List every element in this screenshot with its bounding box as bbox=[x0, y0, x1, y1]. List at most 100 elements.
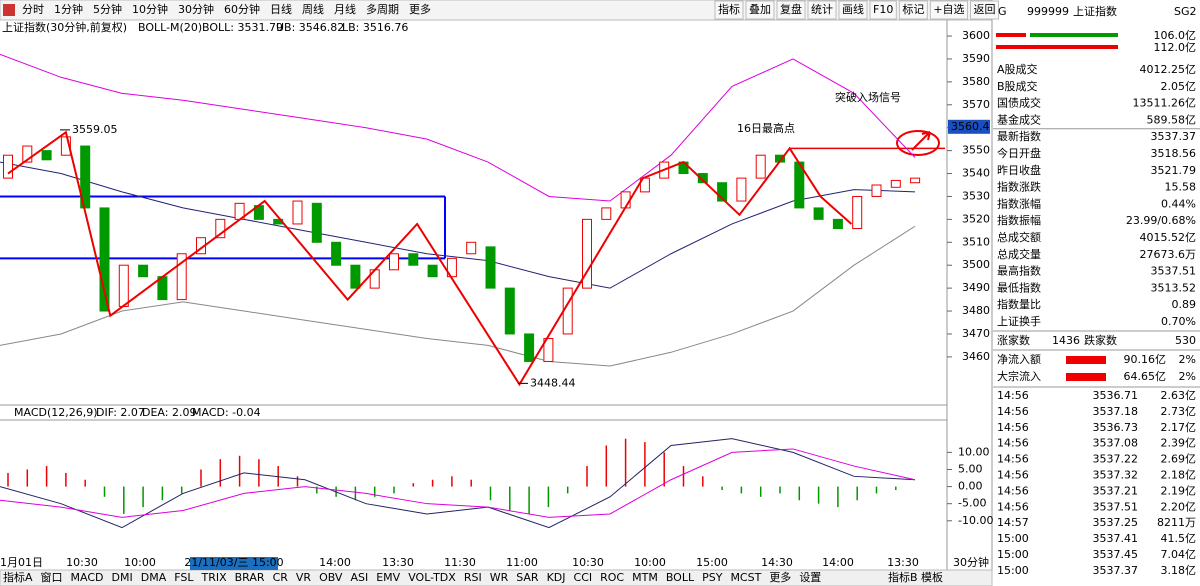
indicator-tab[interactable]: 指标B bbox=[888, 570, 918, 584]
indicator-tab[interactable]: MTM bbox=[632, 571, 658, 584]
macd-y-tick-label: 0.00 bbox=[958, 480, 983, 493]
trade-price: 3536.71 bbox=[1093, 389, 1139, 402]
quote-value: 27673.6万 bbox=[1140, 248, 1197, 261]
tool-button[interactable]: 统计 bbox=[811, 3, 833, 16]
tool-button[interactable]: 复盘 bbox=[780, 2, 802, 16]
ratio-label: 112.0亿 bbox=[1154, 41, 1197, 54]
candle bbox=[562, 287, 573, 335]
macd-y-tick-label: -5.00 bbox=[958, 497, 986, 510]
tool-button[interactable]: 指标 bbox=[718, 2, 740, 16]
candle bbox=[697, 173, 708, 184]
quote-value: 3518.56 bbox=[1151, 147, 1197, 160]
quote-label: 指数振幅 bbox=[997, 213, 1041, 227]
chart-header-ub: UB: 3546.82 bbox=[276, 21, 344, 34]
quote-label: 最高指数 bbox=[997, 264, 1041, 278]
indicator-tab[interactable]: DMA bbox=[141, 571, 167, 584]
period-tab[interactable]: 多周期 bbox=[366, 2, 399, 16]
period-tab[interactable]: 分时 bbox=[22, 3, 44, 16]
tool-button[interactable]: F10 bbox=[873, 3, 893, 16]
ratio-bar bbox=[996, 45, 1118, 49]
candle bbox=[582, 218, 592, 289]
indicator-tab[interactable]: SAR bbox=[516, 571, 539, 584]
indicator-tab[interactable]: ASI bbox=[350, 571, 368, 584]
candle bbox=[408, 253, 419, 266]
time-label: 10:00 bbox=[124, 556, 156, 569]
trade-volume: 2.17亿 bbox=[1161, 421, 1197, 434]
period-tab[interactable]: 30分钟 bbox=[178, 2, 214, 16]
period-tab[interactable]: 周线 bbox=[302, 2, 324, 16]
y-tick-label: 3550 bbox=[962, 144, 990, 157]
candle bbox=[3, 154, 13, 179]
candle bbox=[601, 207, 612, 220]
indicator-tab[interactable]: 更多 bbox=[769, 570, 791, 584]
indicator-tab[interactable]: KDJ bbox=[547, 571, 566, 584]
indicator-tab[interactable]: EMV bbox=[376, 571, 400, 584]
period-tab[interactable]: 日线 bbox=[270, 2, 292, 16]
candle bbox=[176, 253, 187, 301]
trade-price: 3537.37 bbox=[1093, 564, 1139, 577]
y-tick-label: 3500 bbox=[962, 258, 990, 271]
period-tab[interactable]: 更多 bbox=[409, 2, 431, 16]
trade-volume: 2.19亿 bbox=[1161, 484, 1197, 497]
period-tab[interactable]: 月线 bbox=[334, 2, 356, 16]
y-tick-label: 3480 bbox=[962, 304, 990, 317]
cursor-time-box bbox=[190, 557, 278, 570]
candle bbox=[292, 200, 303, 225]
indicator-tab[interactable]: CR bbox=[273, 571, 289, 584]
ratio-label: 106.0亿 bbox=[1154, 29, 1197, 42]
indicator-tab[interactable]: RSI bbox=[464, 571, 482, 584]
quote-label: 昨日收盘 bbox=[997, 163, 1041, 177]
chart-header-indicator: BOLL-M(20) bbox=[138, 21, 202, 34]
indicator-tab[interactable]: CCI bbox=[574, 571, 593, 584]
trade-volume: 2.39亿 bbox=[1161, 437, 1197, 450]
tool-button[interactable]: 标记 bbox=[902, 2, 924, 16]
quote-label: 总成交额 bbox=[997, 230, 1041, 244]
indicator-tab[interactable]: PSY bbox=[702, 571, 723, 584]
indicator-tab[interactable]: TRIX bbox=[200, 571, 227, 584]
indicator-tab[interactable]: WR bbox=[490, 571, 509, 584]
trade-volume: 2.63亿 bbox=[1161, 389, 1197, 402]
trade-price: 3537.45 bbox=[1093, 548, 1139, 561]
candle bbox=[813, 207, 824, 220]
tool-button[interactable]: +自选 bbox=[933, 3, 964, 16]
time-label: 11:30 bbox=[444, 556, 476, 569]
ratio-bar bbox=[996, 33, 1026, 37]
candle bbox=[717, 182, 728, 202]
indicator-tab[interactable]: DMI bbox=[112, 571, 133, 584]
quote-label: 总成交量 bbox=[997, 247, 1041, 261]
period-tab[interactable]: 5分钟 bbox=[93, 2, 122, 16]
tool-button-frame bbox=[776, 0, 806, 20]
indicator-tab[interactable]: VR bbox=[296, 571, 312, 584]
indicator-tab[interactable]: VOL-TDX bbox=[408, 571, 456, 584]
indicator-tab[interactable]: FSL bbox=[174, 571, 194, 584]
tool-button[interactable]: 返回 bbox=[974, 3, 996, 16]
chart-header-lb: LB: 3516.76 bbox=[342, 21, 408, 34]
indicator-tab[interactable]: 指标A bbox=[3, 570, 33, 584]
trade-time: 14:56 bbox=[997, 453, 1029, 466]
tool-button[interactable]: 叠加 bbox=[749, 3, 771, 16]
indicator-tab[interactable]: MCST bbox=[730, 571, 761, 584]
indicator-tab[interactable]: BOLL bbox=[666, 571, 695, 584]
indicator-tab[interactable]: 模板 bbox=[921, 570, 943, 584]
candle bbox=[118, 264, 129, 307]
indicator-tab[interactable]: 设置 bbox=[799, 571, 821, 584]
indicator-tab[interactable]: ROC bbox=[600, 571, 624, 584]
candle bbox=[736, 177, 747, 202]
trade-time: 14:56 bbox=[997, 405, 1029, 418]
quote-value: 3537.37 bbox=[1151, 130, 1197, 143]
period-tab[interactable]: 1分钟 bbox=[54, 2, 83, 16]
macd-y-tick-label: 10.00 bbox=[958, 445, 990, 458]
period-tab[interactable]: 10分钟 bbox=[132, 2, 168, 16]
trade-price: 3536.73 bbox=[1093, 421, 1139, 434]
zigzag bbox=[7, 130, 853, 387]
peak-label: 3559.05 bbox=[72, 123, 118, 136]
period-tab[interactable]: 60分钟 bbox=[224, 2, 260, 16]
tool-button[interactable]: 画线 bbox=[842, 2, 864, 16]
indicator-tab[interactable]: BRAR bbox=[235, 571, 265, 584]
trade-volume: 2.20亿 bbox=[1161, 500, 1197, 513]
indicator-tab[interactable]: OBV bbox=[319, 571, 343, 584]
time-label: 21/11/03/三 15:00 bbox=[184, 556, 283, 569]
indicator-tab[interactable]: MACD bbox=[71, 571, 104, 584]
indicator-tab[interactable]: 窗口 bbox=[41, 570, 63, 584]
